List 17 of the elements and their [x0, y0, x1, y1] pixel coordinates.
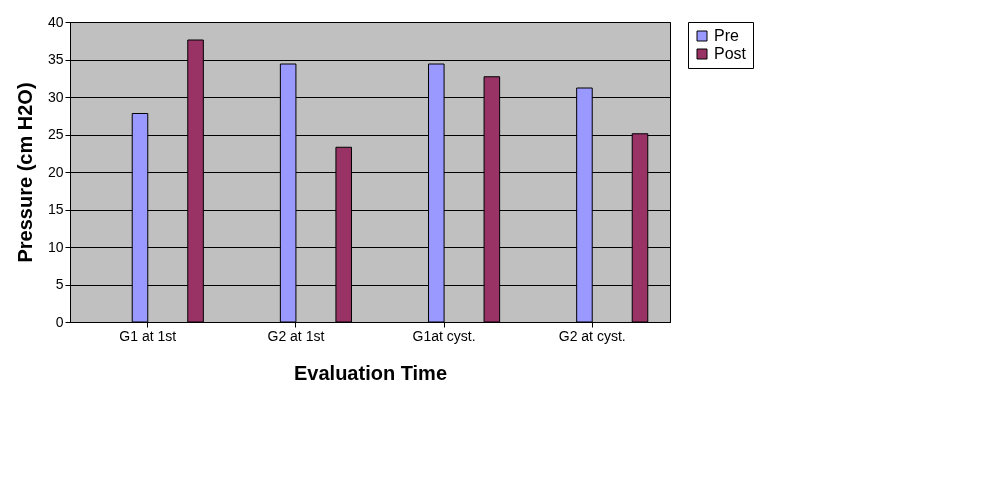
x-tick-label: G2 at 1st	[267, 327, 325, 344]
y-tick-label: 35	[47, 51, 64, 67]
y-tick-label: 15	[47, 201, 64, 217]
y-tick-label: 30	[47, 88, 64, 105]
x-tick-label: G1at cyst.	[412, 327, 476, 344]
x-tick-label: G1 at 1st	[119, 327, 177, 344]
y-tick-label: 5	[55, 276, 64, 292]
y-tick-label: 20	[47, 163, 64, 180]
x-tick-label: G2 at cyst.	[558, 327, 626, 344]
y-tick-label: 10	[47, 238, 64, 255]
y-axis-title: Pressure (cm H2O)	[13, 82, 36, 263]
legend-label: Post	[714, 45, 747, 62]
y-tick-label: 0	[55, 313, 64, 330]
y-tick-label: 40	[47, 13, 64, 30]
legend-label: Pre	[714, 27, 739, 44]
x-axis-title: Evaluation Time	[293, 361, 448, 384]
y-tick-label: 25	[47, 126, 64, 142]
